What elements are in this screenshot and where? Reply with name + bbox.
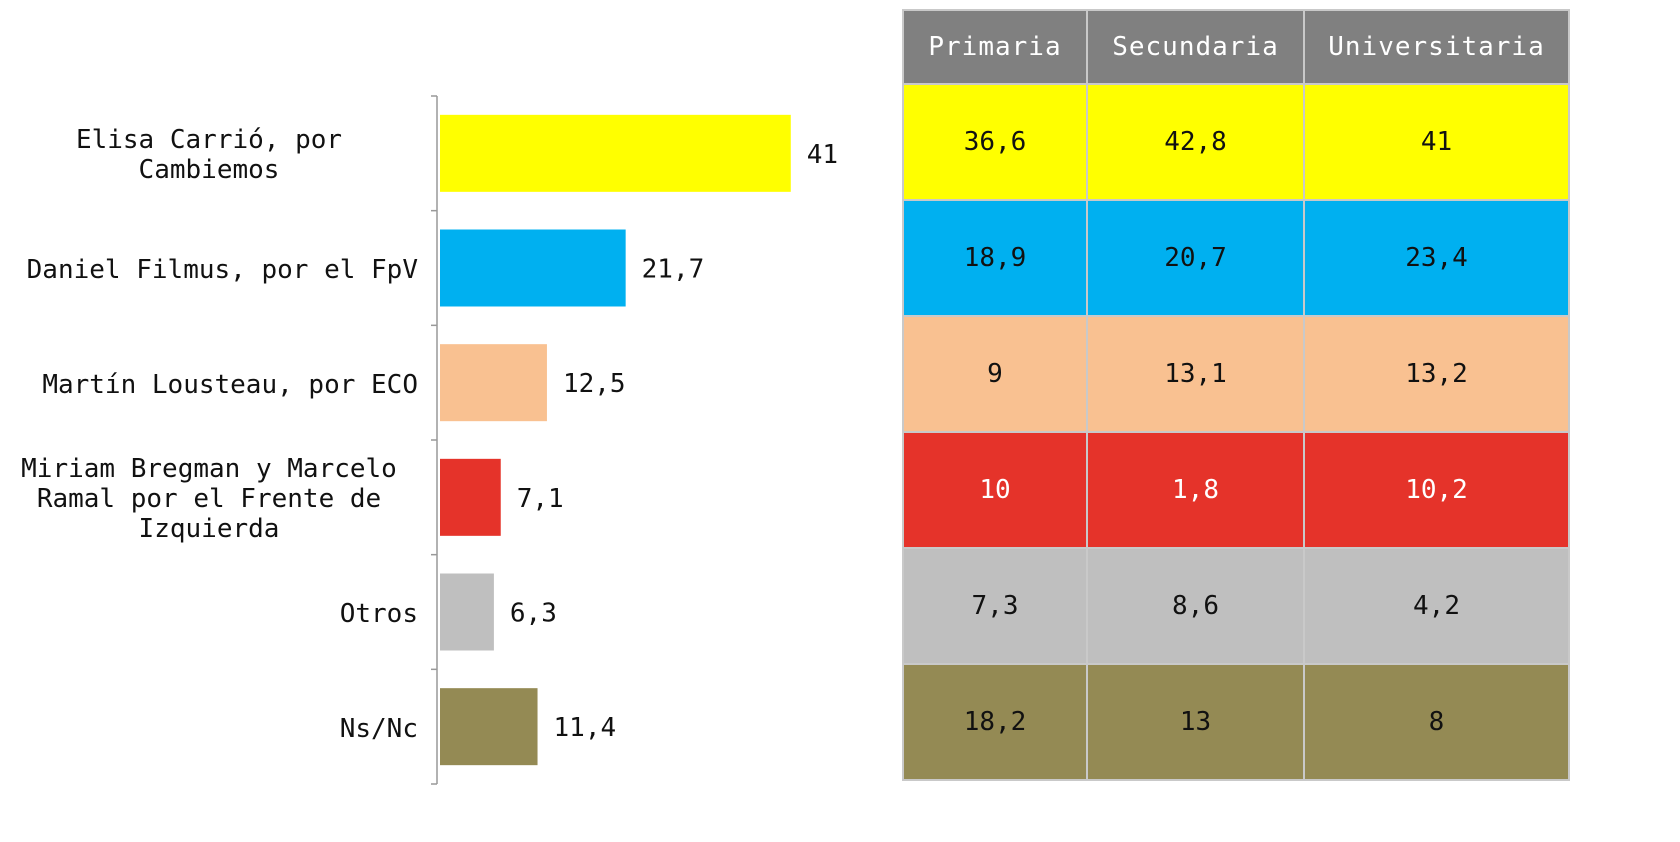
- category-label: Martín Lousteau, por ECO: [42, 369, 418, 400]
- table-cell: 13: [1086, 663, 1305, 781]
- table-cell: 7,3: [902, 547, 1088, 665]
- bar: [440, 229, 626, 307]
- table-cell: 20,7: [1086, 199, 1305, 317]
- table-cell: 36,6: [902, 83, 1088, 201]
- bar: [440, 458, 501, 536]
- table-row: 10 1,8 10,2: [902, 431, 1570, 549]
- bar: [440, 573, 494, 651]
- table-body: 36,6 42,8 41 18,9 20,7 23,4 9 13,1 13,2 10 1,8 10,2…: [902, 83, 1570, 781]
- category-label: Elisa Carrió, por Cambiemos: [75, 125, 343, 186]
- table-cell: 8,6: [1086, 547, 1305, 665]
- table-cell: 23,4: [1303, 199, 1570, 317]
- table-cell: 13,1: [1086, 315, 1305, 433]
- table-cell: 10,2: [1303, 431, 1570, 549]
- column-header: Primaria: [902, 9, 1088, 85]
- table-row: 36,6 42,8 41: [902, 83, 1570, 201]
- table-row: 7,3 8,6 4,2: [902, 547, 1570, 665]
- table-row: 18,9 20,7 23,4: [902, 199, 1570, 317]
- bar: [440, 688, 538, 766]
- table-cell: 41: [1303, 83, 1570, 201]
- table-cell: 18,2: [902, 663, 1088, 781]
- column-header: Secundaria: [1086, 9, 1305, 85]
- value-label: 21,7: [642, 255, 705, 285]
- bar: [440, 344, 547, 422]
- table-cell: 9: [902, 315, 1088, 433]
- table-row: 18,2 13 8: [902, 663, 1570, 781]
- table-cell: 10: [902, 431, 1088, 549]
- table-cell: 4,2: [1303, 547, 1570, 665]
- column-header: Universitaria: [1303, 9, 1570, 85]
- category-label: Daniel Filmus, por el FpV: [26, 255, 418, 285]
- value-label: 41: [807, 140, 838, 170]
- value-label: 12,5: [563, 369, 626, 399]
- data-table: Primaria Secundaria Universitaria 36,6 42,8…: [902, 9, 1570, 781]
- table-header: Primaria Secundaria Universitaria: [902, 9, 1570, 85]
- category-label: Miriam Bregman y Marcelo Ramal por el Fr…: [21, 454, 397, 545]
- table-cell: 13,2: [1303, 315, 1570, 433]
- table-cell: 1,8: [1086, 431, 1305, 549]
- table-cell: 42,8: [1086, 83, 1305, 201]
- table-row: 9 13,1 13,2: [902, 315, 1570, 433]
- category-label: Otros: [339, 599, 418, 629]
- value-label: 6,3: [510, 599, 557, 629]
- value-label: 11,4: [554, 713, 617, 743]
- chart: 41 21,7 12,5 7,1 6,3 11,4: [431, 95, 838, 785]
- category-label: Ns/Nc: [339, 713, 418, 744]
- value-label: 7,1: [517, 484, 564, 514]
- bar: [440, 114, 791, 192]
- table-cell: 18,9: [902, 199, 1088, 317]
- table-cell: 8: [1303, 663, 1570, 781]
